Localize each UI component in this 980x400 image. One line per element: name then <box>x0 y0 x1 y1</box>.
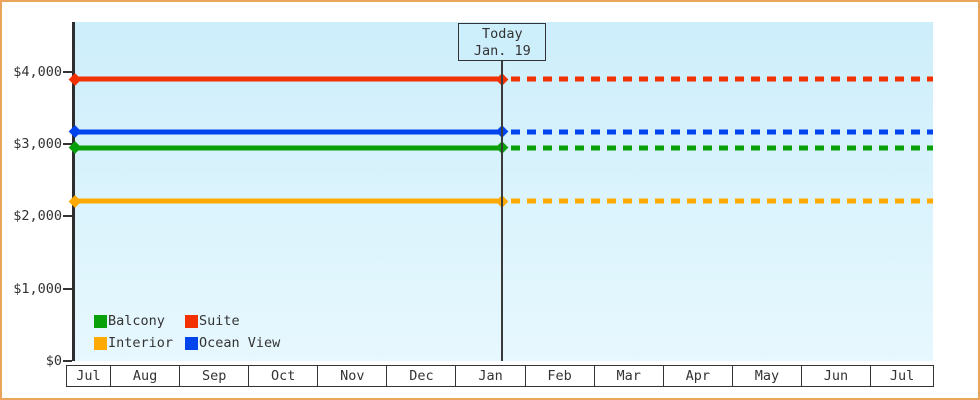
series-dashed-segment <box>511 129 933 135</box>
series-solid-segment <box>75 76 503 82</box>
month-cell-aug-1: Aug <box>111 366 181 386</box>
series-line-ocean-view <box>68 125 933 139</box>
legend-item-ocean-view: Ocean View <box>185 335 280 351</box>
legend-item-balcony: Balcony <box>94 313 185 329</box>
month-cell-jan-6: Jan <box>456 366 526 386</box>
y-tick-label--4-000: $4,000 <box>13 63 62 80</box>
month-cell-dec-5: Dec <box>387 366 457 386</box>
month-cell-jun-11: Jun <box>802 366 872 386</box>
y-tick-label--0: $0 <box>45 353 62 369</box>
series-line-suite <box>68 72 933 86</box>
series-dashed-segment <box>511 145 933 151</box>
legend-swatch-interior <box>94 336 107 350</box>
plot-area: Today Jan. 19 Balcony Suite Interior Ocean … <box>68 22 933 361</box>
series-dashed-segment <box>511 198 933 204</box>
y-axis-line <box>72 22 75 361</box>
month-cell-nov-4: Nov <box>318 366 388 386</box>
y-tick-mark <box>63 287 72 290</box>
legend-swatch-suite <box>185 314 198 328</box>
y-tick-label--2-000: $2,000 <box>13 208 62 225</box>
today-flag: Today Jan. 19 <box>458 23 547 61</box>
month-cell-jul-12: Jul <box>889 368 915 384</box>
month-cell-oct-3: Oct <box>249 366 319 386</box>
today-vertical-line <box>501 60 504 361</box>
month-cell-feb-7: Feb <box>526 366 595 386</box>
legend-item-interior: Interior <box>94 335 185 351</box>
legend-label: Balcony <box>108 313 165 329</box>
y-tick-mark <box>63 215 72 218</box>
y-axis-ticks <box>63 22 72 362</box>
today-label: Today <box>481 26 523 42</box>
today-date: Jan. 19 <box>473 43 531 59</box>
series-dashed-segment <box>511 76 933 82</box>
legend-label: Ocean View <box>199 335 281 351</box>
month-cell-mar-8: Mar <box>595 366 664 386</box>
legend-item-suite: Suite <box>185 313 280 329</box>
series-solid-segment <box>75 145 503 151</box>
month-cell-jul-0: Jul <box>67 366 111 386</box>
y-tick-mark <box>63 360 72 362</box>
series-line-balcony <box>68 141 933 155</box>
series-solid-segment <box>75 129 503 135</box>
y-tick-label--3-000: $3,000 <box>13 136 62 153</box>
series-line-interior <box>68 194 933 208</box>
y-tick-label--1-000: $1,000 <box>13 280 62 297</box>
series-solid-segment <box>75 198 503 204</box>
legend-label: Suite <box>199 313 240 329</box>
month-cell-sep-2: Sep <box>180 366 250 386</box>
y-axis-labels: $0 $1,000 $2,000 $3,000 $4,000 <box>2 22 62 369</box>
month-cell-apr-9: Apr <box>664 366 733 386</box>
y-tick-mark <box>63 143 72 146</box>
legend-swatch-ocean-view <box>185 336 198 350</box>
legend-label: Interior <box>108 335 174 351</box>
legend-swatch-balcony <box>94 314 107 328</box>
month-cell-may-10: May <box>733 366 802 386</box>
x-axis-month-strip: Jul Aug Sep Oct Nov Dec Jan Feb Mar Apr May Jun Jul <box>66 365 934 387</box>
legend: Balcony Suite Interior Ocean View <box>94 313 280 351</box>
y-tick-mark <box>63 70 72 73</box>
